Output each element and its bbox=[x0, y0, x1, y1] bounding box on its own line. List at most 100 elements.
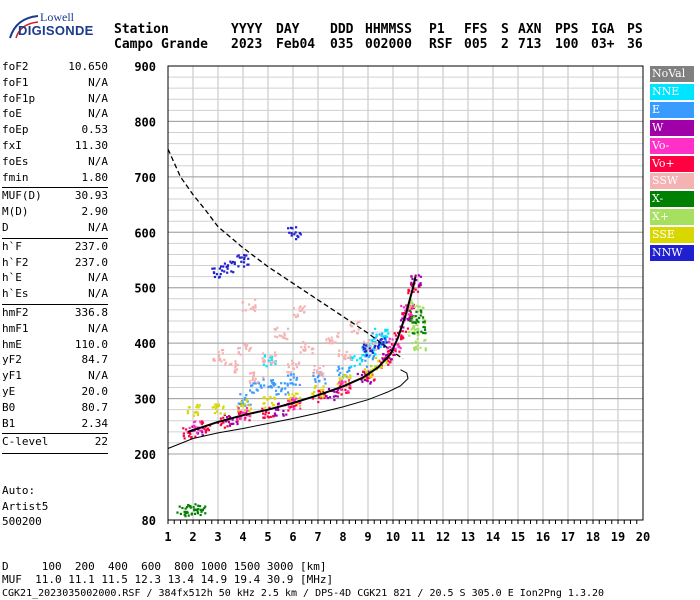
scatter-point-x bbox=[197, 508, 200, 511]
scatter-point-w bbox=[385, 354, 388, 357]
scatter-point-ssw bbox=[253, 371, 256, 374]
x-tick-label: 1 bbox=[164, 530, 171, 544]
scatter-point-sse bbox=[375, 367, 378, 371]
scatter-point-nnw bbox=[297, 235, 300, 239]
scatter-point-x bbox=[407, 330, 411, 334]
scatter-point-e bbox=[381, 332, 384, 335]
scatter-point-vo bbox=[289, 405, 293, 409]
scatter-point-x bbox=[414, 315, 417, 318]
scatter-point-w bbox=[367, 373, 370, 376]
scatter-point-vo bbox=[268, 406, 271, 409]
scatter-point-nnw bbox=[295, 238, 298, 241]
scatter-point-sse bbox=[243, 403, 247, 406]
param-row: foEp 0.53 bbox=[2, 123, 108, 139]
scatter-point-x bbox=[424, 319, 427, 322]
scatter-point-vo bbox=[395, 337, 398, 340]
scatter-point-ssw bbox=[351, 325, 354, 328]
scatter-point-sse bbox=[216, 403, 219, 406]
scatter-point-e bbox=[371, 332, 374, 335]
scatter-point-ssw bbox=[224, 363, 227, 366]
scatter-point-nne bbox=[383, 336, 386, 340]
scatter-point-vo bbox=[295, 404, 298, 407]
scatter-point-w bbox=[224, 420, 228, 423]
scatter-point-nne bbox=[365, 352, 368, 355]
header-value-7: 2 bbox=[501, 37, 509, 52]
scatter-point-x bbox=[422, 321, 425, 324]
scatter-point-ssw bbox=[344, 357, 347, 361]
param-row: foF1 N/A bbox=[2, 76, 108, 92]
param-key: hmE bbox=[2, 337, 22, 351]
scatter-point-ssw bbox=[337, 353, 340, 356]
scatter-point-x bbox=[415, 318, 418, 321]
scatter-point-nnw bbox=[243, 256, 246, 259]
x-tick-label: 19 bbox=[611, 530, 625, 544]
scatter-point-sse bbox=[263, 402, 266, 405]
scatter-point-ssw bbox=[262, 376, 265, 379]
header-field-5: P1 bbox=[429, 22, 445, 37]
scatter-point-ssw bbox=[220, 360, 223, 363]
scatter-point-x bbox=[411, 331, 414, 334]
scatter-point-ssw bbox=[233, 371, 236, 374]
scatter-point-w bbox=[399, 319, 403, 322]
scatter-point-sse bbox=[379, 366, 383, 369]
scatter-point-x bbox=[422, 331, 425, 335]
scatter-point-sse bbox=[380, 363, 383, 366]
scatter-point-x bbox=[179, 512, 182, 515]
scatter-point-w bbox=[356, 372, 359, 376]
scatter-point-w bbox=[201, 434, 204, 437]
scatter-point-ssw bbox=[344, 354, 347, 357]
header-field-4: HHMMSS bbox=[365, 22, 412, 37]
scatter-point-nnw bbox=[243, 258, 246, 261]
scatter-point-nnw bbox=[226, 271, 229, 274]
scatter-point-sse bbox=[349, 374, 352, 377]
scatter-point-ssw bbox=[328, 340, 331, 343]
scatter-point-vo bbox=[239, 417, 242, 420]
scatter-point-nnw bbox=[380, 338, 383, 341]
scatter-point-ssw bbox=[303, 310, 306, 314]
scatter-point-sse bbox=[247, 409, 250, 413]
scatter-point-e bbox=[246, 400, 249, 403]
scatter-point-ssw bbox=[369, 347, 373, 351]
scatter-point-x bbox=[418, 305, 421, 308]
scatter-point-sse bbox=[365, 370, 368, 373]
scatter-point-vo bbox=[287, 405, 290, 408]
scatter-point-w bbox=[402, 326, 405, 329]
scatter-point-vo bbox=[236, 417, 239, 420]
scatter-point-vo bbox=[347, 378, 351, 382]
scatter-point-e bbox=[286, 382, 289, 385]
scatter-point-sse bbox=[296, 392, 299, 395]
scatter-point-vo bbox=[345, 391, 348, 394]
scatter-point-ssw bbox=[286, 371, 289, 374]
scatter-point-e bbox=[338, 373, 341, 377]
scatter-point-e bbox=[320, 373, 323, 376]
scatter-point-vo bbox=[379, 364, 383, 367]
scatter-point-w bbox=[276, 405, 280, 409]
scatter-point-vo bbox=[409, 314, 412, 317]
scatter-point-vo bbox=[187, 431, 190, 434]
scatter-point-ssw bbox=[244, 345, 247, 348]
scatter-point-x bbox=[189, 505, 192, 508]
scatter-point-w bbox=[393, 353, 396, 357]
scatter-point-sse bbox=[193, 411, 197, 414]
scatter-point-e bbox=[383, 343, 386, 346]
scatter-point-sse bbox=[347, 384, 350, 387]
scatter-point-e bbox=[248, 389, 252, 392]
scatter-point-nnw bbox=[362, 343, 366, 346]
scatter-point-e bbox=[252, 391, 255, 394]
y-tick-label: 500 bbox=[134, 282, 156, 296]
scatter-point-e bbox=[384, 336, 387, 339]
scatter-point-vo bbox=[399, 338, 403, 341]
scatter-point-ssw bbox=[349, 358, 352, 361]
scatter-point-vo bbox=[367, 376, 370, 379]
scatter-point-w bbox=[236, 417, 239, 420]
scatter-point-nnw bbox=[387, 340, 390, 343]
scatter-point-vo bbox=[243, 418, 247, 421]
scatter-point-vo bbox=[320, 397, 323, 400]
scatter-point-ssw bbox=[350, 330, 354, 333]
scatter-point-vo bbox=[406, 308, 410, 311]
scatter-point-vo bbox=[206, 427, 210, 430]
scatter-point-vo bbox=[410, 283, 413, 287]
scatter-point-e bbox=[240, 403, 243, 406]
scatter-point-e bbox=[257, 382, 261, 385]
scatter-point-ssw bbox=[350, 321, 353, 324]
